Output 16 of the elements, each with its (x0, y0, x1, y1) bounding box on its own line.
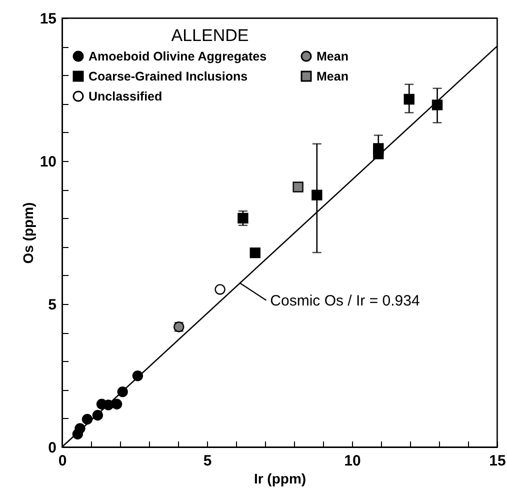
y-tick-label: 5 (48, 296, 56, 314)
y-tick-label: 15 (40, 10, 56, 28)
legend-label: Amoeboid Olivine Aggregates (88, 49, 267, 64)
x-axis-title: Ir (ppm) (254, 470, 306, 486)
legend-label: Unclassified (88, 89, 162, 104)
annotation: Cosmic Os / Ir = 0.934 (270, 292, 420, 310)
legend-title: ALLENDE (171, 26, 249, 45)
y-axis-title: Os (ppm) (20, 202, 36, 264)
x-tick-label: 5 (203, 452, 212, 470)
legend-label: Mean (316, 69, 348, 84)
x-tick-label: 15 (489, 452, 506, 470)
legend-label: Coarse-Grained Inclusions (88, 69, 248, 84)
y-tick-label: 0 (48, 440, 56, 456)
legend-label: Mean (316, 49, 348, 64)
x-tick-label: 10 (344, 452, 361, 470)
y-tick-label: 10 (40, 154, 56, 170)
